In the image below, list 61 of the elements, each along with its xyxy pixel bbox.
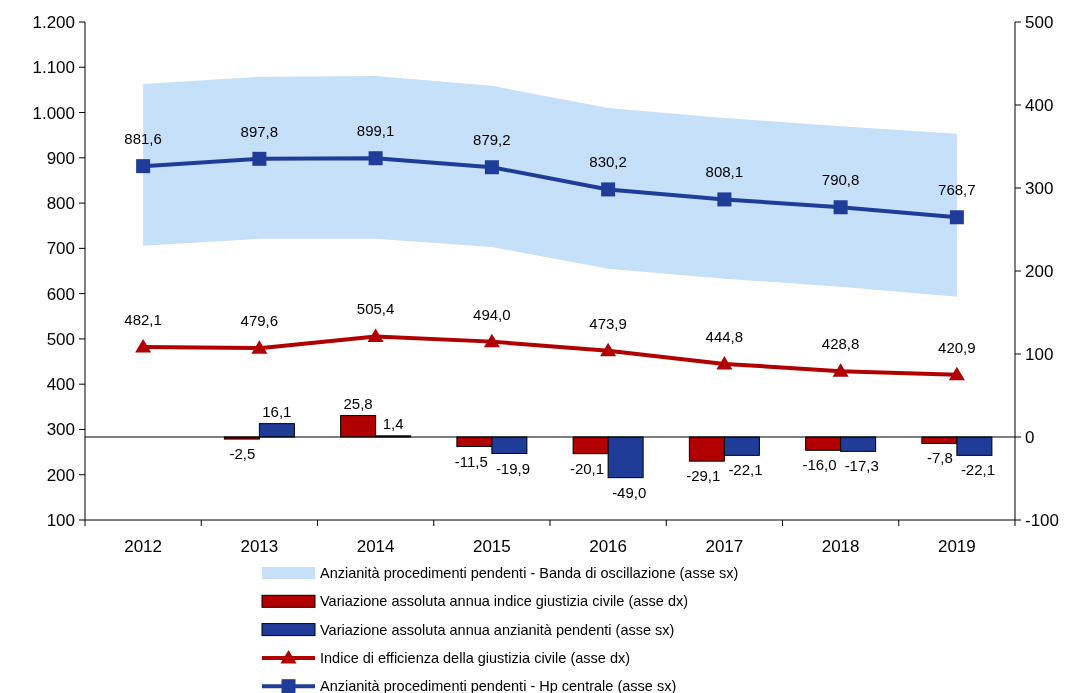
y2-tick-label: 200 [1025,262,1054,281]
data-label: 830,2 [589,153,627,171]
y-tick-label: 900 [46,148,75,168]
data-label: 444,8 [705,327,744,345]
data-label: 25,8 [343,394,373,412]
y-tick-label: 200 [46,465,75,485]
y-tick-label: 1.000 [32,103,75,123]
data-label: -7,8 [927,449,953,467]
data-label: -20,1 [569,459,605,477]
y2-tick-label: 400 [1025,96,1054,115]
x-tick-label: 2018 [821,537,860,556]
legend-label: Variazione assoluta annua anzianità pendenti (asse sx) [320,621,675,638]
x-tick-label: 2017 [705,537,744,556]
x-tick-label: 2012 [124,537,163,556]
data-label: 790,8 [821,171,860,189]
data-label: 808,1 [705,163,744,181]
y2-tick-label: 300 [1025,179,1054,198]
legend-label: Indice di efficienza della giustizia civile (asse dx) [320,649,631,666]
data-label: -19,9 [495,459,531,477]
y-tick-label: 1.100 [32,58,75,78]
data-label: -17,3 [844,457,879,475]
data-label: 879,2 [473,131,511,149]
legend-label: Anzianità procedimenti pendenti - Banda di oscillazione (asse sx) [320,565,739,581]
y2-tick-label: 0 [1025,428,1035,447]
y-tick-label: 500 [46,329,75,349]
data-label: 479,6 [240,312,279,330]
y-tick-label: 800 [46,194,75,214]
y-tick-label: 300 [46,420,75,440]
data-label: -22,1 [960,461,996,479]
data-label: 482,1 [124,311,162,329]
data-label: 420,9 [938,338,976,356]
y-tick-label: 1.200 [32,13,75,32]
y2-tick-label: -100 [1025,511,1060,530]
x-tick-label: 2016 [589,537,628,556]
y-tick-label: 700 [46,239,75,259]
data-label: -11,5 [454,452,488,470]
x-tick-label: 2014 [356,537,395,556]
x-tick-label: 2013 [240,537,279,556]
y2-tick-label: 500 [1025,13,1054,32]
data-label: 494,0 [473,305,511,323]
data-label: -29,1 [686,467,721,485]
data-label: -2,5 [229,445,256,463]
data-label: 428,8 [821,335,860,353]
data-label: 768,7 [938,181,976,199]
data-label: 473,9 [589,314,627,332]
data-label: -49,0 [612,483,647,501]
data-label: 505,4 [356,300,395,318]
x-tick-label: 2019 [937,537,976,556]
data-label: 16,1 [262,402,292,420]
data-label: 881,6 [124,130,162,148]
legend-label: Variazione assoluta annua indice giustizia civile (asse dx) [320,593,689,610]
data-label: 897,8 [240,122,279,140]
data-label: -16,0 [802,456,837,474]
x-tick-label: 2015 [472,537,511,556]
data-label: -22,1 [728,461,763,479]
y-tick-label: 400 [46,375,75,395]
y-tick-label: 100 [46,511,75,530]
data-label: 899,1 [356,122,395,140]
data-label: 1,4 [382,414,404,432]
y-tick-label: 600 [46,284,75,304]
y2-tick-label: 100 [1025,345,1054,364]
